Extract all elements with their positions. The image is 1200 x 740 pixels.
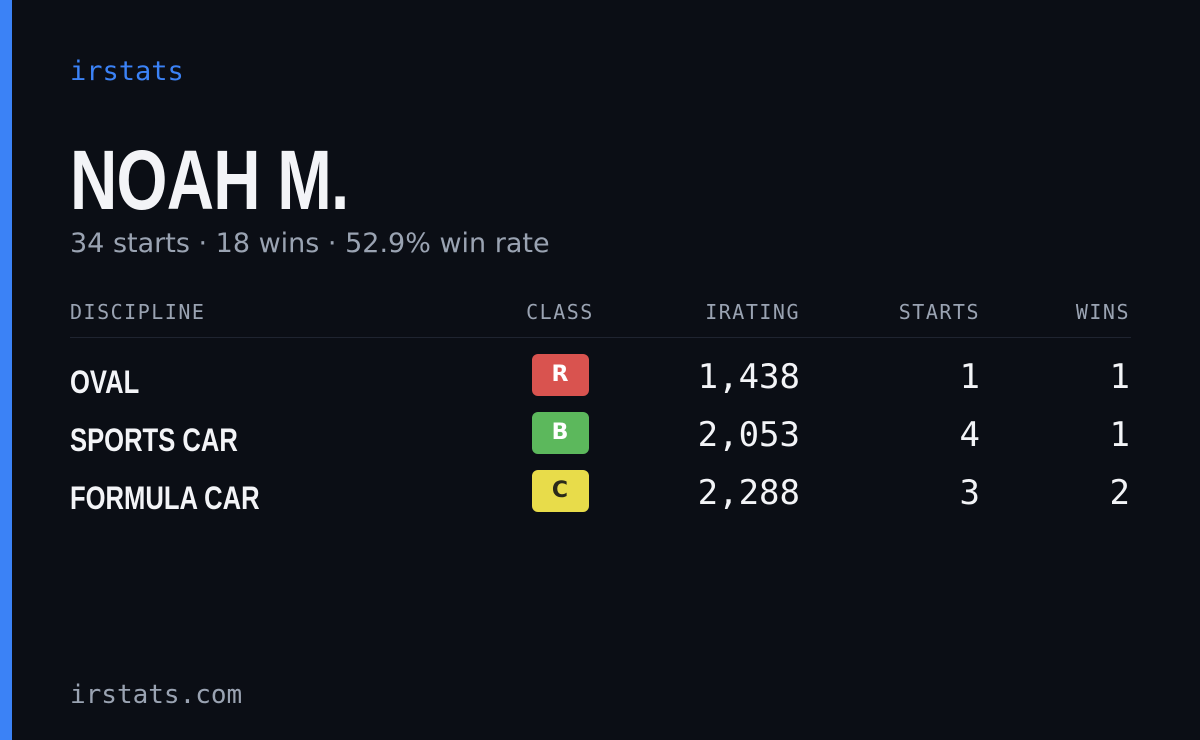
class-badge: R [531,354,589,396]
brand: irstats [70,56,184,87]
wins: 1 [1109,415,1130,455]
driver-name: NOAH M. [70,133,349,227]
header-rule [70,337,1131,338]
irating: 2,288 [697,473,800,513]
footer: irstats.com [70,680,243,710]
column-header: DISCIPLINE [70,300,206,324]
discipline: SPORTS CAR [70,422,238,458]
starts: 3 [959,473,980,513]
wins: 2 [1109,473,1130,513]
discipline: OVAL [70,364,140,400]
class-badge: B [531,412,589,454]
wins: 1 [1109,357,1130,397]
summary: 34 starts · 18 wins · 52.9% win rate [70,228,550,259]
discipline: FORMULA CAR [70,480,260,516]
irating: 1,438 [697,357,800,397]
class-badge: C [531,470,589,512]
irating: 2,053 [697,415,800,455]
column-header: STARTS [898,300,980,324]
starts: 1 [959,357,980,397]
accent-bar [0,0,12,740]
column-header: WINS [1075,300,1130,324]
column-header: CLASS [526,300,594,324]
column-header: IRATING [705,300,800,324]
starts: 4 [959,415,980,455]
